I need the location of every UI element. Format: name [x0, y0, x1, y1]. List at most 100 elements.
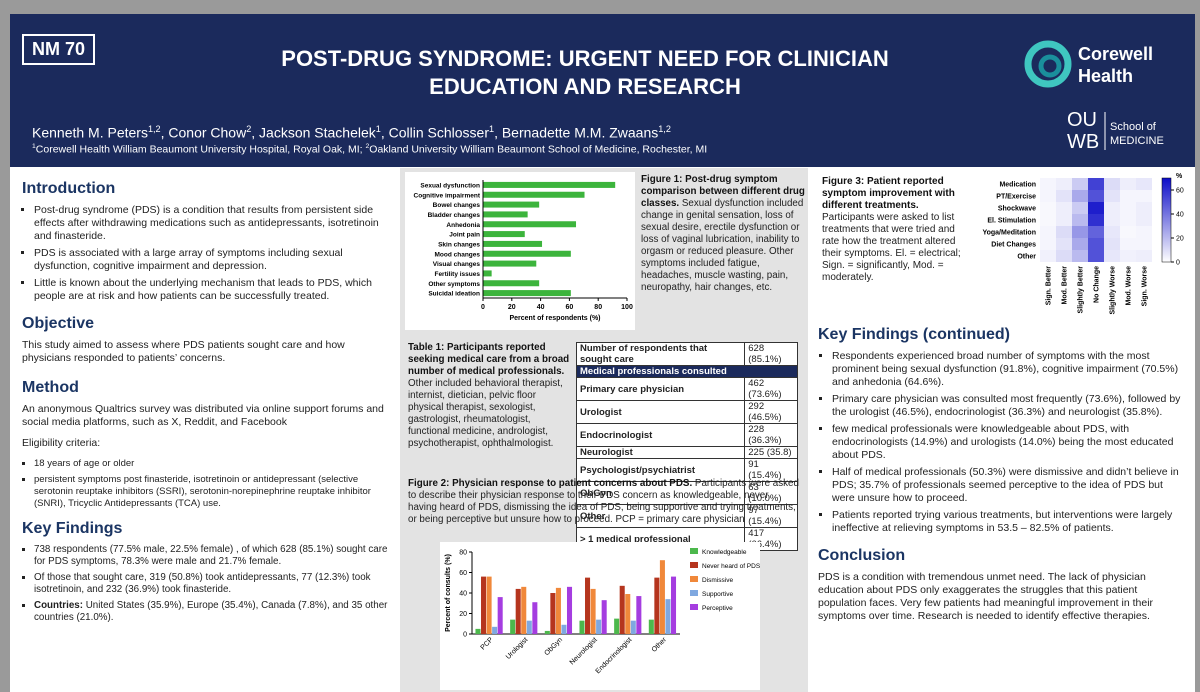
bullet-list: 18 years of age or older persistent sympt…	[22, 458, 390, 510]
colorbar-tick-label: 20	[1176, 236, 1184, 243]
bar	[544, 630, 550, 634]
heat-cell	[1104, 202, 1120, 214]
bullet-text: Of those that sought care, 319 (50.8%) t…	[34, 572, 371, 595]
bullet-text: United States (35.9%), Europe (35.4%), C…	[34, 600, 388, 623]
bar	[648, 619, 654, 634]
bullet: Patients reported trying various treatme…	[832, 509, 1188, 535]
table-1-caption: Table 1: Participants reported seeking m…	[408, 342, 570, 450]
bar	[579, 620, 585, 634]
heat-cell	[1136, 190, 1152, 202]
x-tick-label: 0	[481, 304, 485, 311]
row-label: Medication	[999, 182, 1036, 189]
x-tick-label: Urologist	[505, 636, 530, 661]
title-line: POST-DRUG SYNDROME: URGENT NEED FOR CLIN…	[281, 46, 889, 71]
text: Corewell Health William Beaumont Univers…	[35, 143, 366, 156]
heat-cell	[1120, 214, 1136, 226]
paragraph: This study aimed to assess where PDS pat…	[22, 339, 345, 364]
bar	[555, 587, 561, 634]
bar	[475, 628, 481, 634]
cell: Neurologist	[575, 446, 746, 459]
column-label: Mod. Worse	[1126, 266, 1133, 306]
bullet: 738 respondents (77.5% male, 22.5% femal…	[34, 544, 390, 568]
heat-cell	[1072, 226, 1088, 238]
bar	[483, 211, 528, 218]
cell: 292 (46.5%)	[744, 400, 798, 424]
heat-cell	[1088, 214, 1104, 226]
bar	[665, 599, 671, 634]
bar	[585, 577, 591, 634]
category-label: Sexual dysfunction	[420, 182, 480, 189]
heat-cell	[1040, 238, 1056, 250]
heat-cell	[1040, 190, 1056, 202]
heat-cell	[1136, 202, 1152, 214]
column-label: Slightly Worse	[1110, 266, 1117, 315]
bar	[614, 618, 620, 634]
heat-cell	[1072, 238, 1088, 250]
heat-cell	[1040, 250, 1056, 262]
logo-letters: OU	[1067, 109, 1097, 131]
heat-cell	[1088, 178, 1104, 190]
x-axis-label: Percent of respondents (%)	[509, 315, 600, 322]
category-label: Cognitive impairment	[414, 192, 481, 199]
heat-cell	[1072, 250, 1088, 262]
figure-2-caption: Figure 2: Physician response to patient …	[408, 478, 800, 526]
ouwb-logo: OU WB School of MEDICINE	[1067, 109, 1164, 153]
text: Kenneth M. Peters	[32, 124, 148, 141]
heat-cell	[1120, 202, 1136, 214]
table-1: Number of respondents that sought care 62…	[575, 342, 798, 551]
figure-3: Medication PT/Exercise Shockwave El. Stimul…	[982, 173, 1184, 315]
heat-cell	[1136, 178, 1152, 190]
bar	[566, 586, 573, 634]
cell: Urologist	[575, 400, 746, 424]
heat-cell	[1136, 226, 1152, 238]
column-label: Mod. Better	[1062, 266, 1069, 305]
caption-text: Participants were asked to describe thei…	[408, 478, 799, 525]
cell: Primary care physician	[575, 377, 746, 401]
category-label: Anhedonia	[446, 222, 480, 229]
cell: 225 (35.8)	[744, 446, 798, 459]
heat-cell	[1072, 178, 1088, 190]
cell: Number of respondents that sought care	[575, 342, 746, 366]
legend-swatch	[690, 576, 698, 582]
heat-cell	[1056, 238, 1072, 250]
row: Primary care physician 462 (73.6%)	[575, 377, 798, 401]
superscript: 1,2	[658, 124, 671, 134]
bar	[483, 201, 540, 208]
superscript: 1,2	[147, 124, 161, 134]
x-tick-label: 100	[621, 304, 633, 311]
heat-cell	[1040, 202, 1056, 214]
bar	[483, 181, 616, 188]
superscript: 2	[365, 143, 370, 150]
left-column: Introduction Post-drug syndrome (PDS) is…	[22, 172, 390, 628]
bullet: few medical professionals were knowledge…	[832, 423, 1188, 462]
bullet: persistent symptoms post finasteride, is…	[34, 474, 390, 510]
title-line: EDUCATION AND RESEARCH	[429, 74, 741, 99]
bar	[521, 586, 527, 634]
superscript: 1	[375, 124, 381, 134]
corewell-logo: Corewell Health	[1024, 40, 1153, 88]
cell: Endocrinologist	[575, 423, 746, 447]
category-label: Other symptoms	[428, 281, 480, 288]
heat-cell	[1104, 190, 1120, 202]
text: , Jackson Stachelek	[251, 124, 376, 141]
legend-label: Perceptive	[702, 605, 733, 612]
row-label: Diet Changes	[991, 242, 1036, 249]
bar	[636, 596, 642, 634]
heading: Method	[22, 379, 79, 396]
logo-text: Health	[1078, 66, 1133, 86]
heat-cell	[1056, 190, 1072, 202]
colorbar	[1161, 177, 1172, 263]
bar	[590, 588, 596, 634]
bullet: Respondents experienced broad number of …	[832, 350, 1188, 389]
legend-swatch	[690, 562, 698, 568]
x-tick-label: Endocrinologist	[595, 636, 634, 675]
y-tick-label: 20	[459, 611, 467, 618]
bar	[483, 240, 543, 247]
bar	[630, 620, 636, 634]
figure-2: 0 20 40 60 80 Percent of consults (%) PCP Urolo…	[440, 542, 760, 690]
bar	[483, 270, 492, 277]
bar	[550, 593, 556, 634]
bar	[670, 576, 677, 634]
heat-cell	[1120, 178, 1136, 190]
caption-title: Figure 2: Physician response to patient …	[408, 478, 693, 489]
